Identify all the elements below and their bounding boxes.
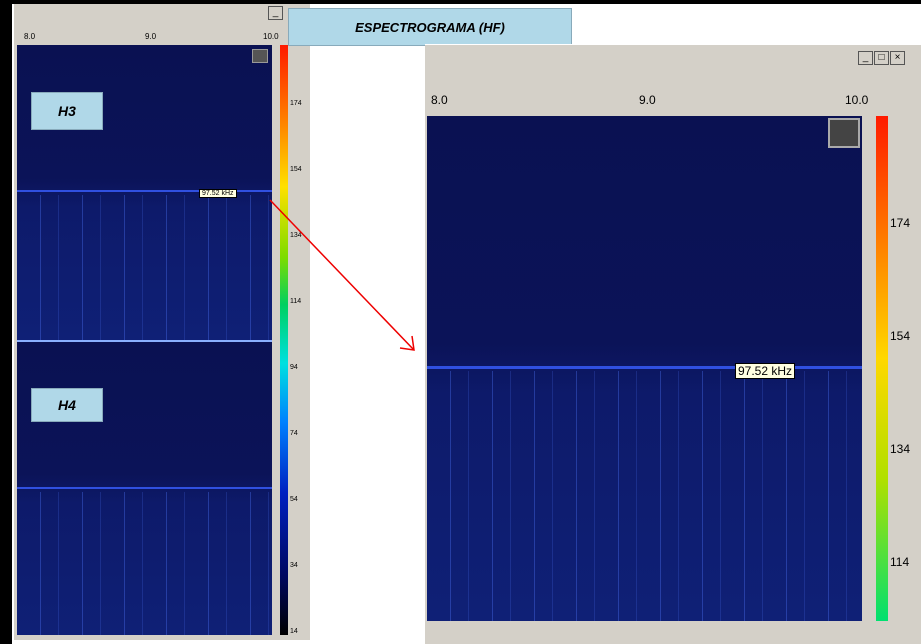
arrow-layer <box>0 0 921 644</box>
screen: _ H3 H4 97.52 kHz 8.09.010.0174154134114… <box>0 0 921 644</box>
arrow <box>270 200 414 350</box>
